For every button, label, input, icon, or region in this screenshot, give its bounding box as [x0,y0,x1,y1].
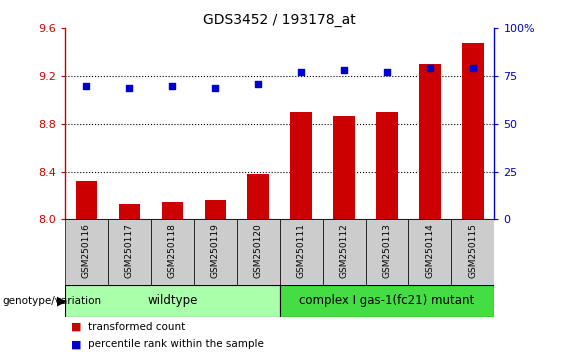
Text: ▶: ▶ [56,295,66,307]
Bar [323,219,366,285]
Point [468,65,477,71]
Bar [237,219,280,285]
Text: ■: ■ [71,339,81,349]
Text: GSM250114: GSM250114 [425,223,434,278]
Bar [366,219,408,285]
Bar [462,42,484,219]
Bar [419,64,441,219]
Bar [76,181,97,219]
Bar [333,115,355,219]
Bar [290,112,312,219]
Point [383,69,392,75]
Text: GSM250116: GSM250116 [82,223,91,278]
Text: GSM250112: GSM250112 [340,223,349,278]
Point [125,85,134,90]
Text: complex I gas-1(fc21) mutant: complex I gas-1(fc21) mutant [299,295,475,307]
Text: GSM250111: GSM250111 [297,223,306,278]
Text: GSM250118: GSM250118 [168,223,177,278]
Text: GSM250120: GSM250120 [254,223,263,278]
Bar [119,204,140,219]
Text: GSM250113: GSM250113 [383,223,392,278]
Bar [108,219,151,285]
Title: GDS3452 / 193178_at: GDS3452 / 193178_at [203,13,356,27]
Bar [247,174,269,219]
Point [340,68,349,73]
Bar [451,219,494,285]
Bar [280,285,494,317]
Bar [205,200,226,219]
Point [211,85,220,90]
Text: wildtype: wildtype [147,295,198,307]
Point [168,83,177,88]
Bar [151,219,194,285]
Bar [408,219,451,285]
Point [297,69,306,75]
Text: ■: ■ [71,321,81,332]
Point [425,65,434,71]
Point [254,81,263,87]
Point [82,83,91,88]
Bar [162,201,183,219]
Text: GSM250117: GSM250117 [125,223,134,278]
Text: genotype/variation: genotype/variation [3,296,102,306]
Text: GSM250119: GSM250119 [211,223,220,278]
Bar [280,219,323,285]
Bar [194,219,237,285]
Text: GSM250115: GSM250115 [468,223,477,278]
Text: percentile rank within the sample: percentile rank within the sample [88,339,263,349]
Bar [65,285,280,317]
Bar [376,112,398,219]
Bar [65,219,108,285]
Text: transformed count: transformed count [88,321,185,332]
